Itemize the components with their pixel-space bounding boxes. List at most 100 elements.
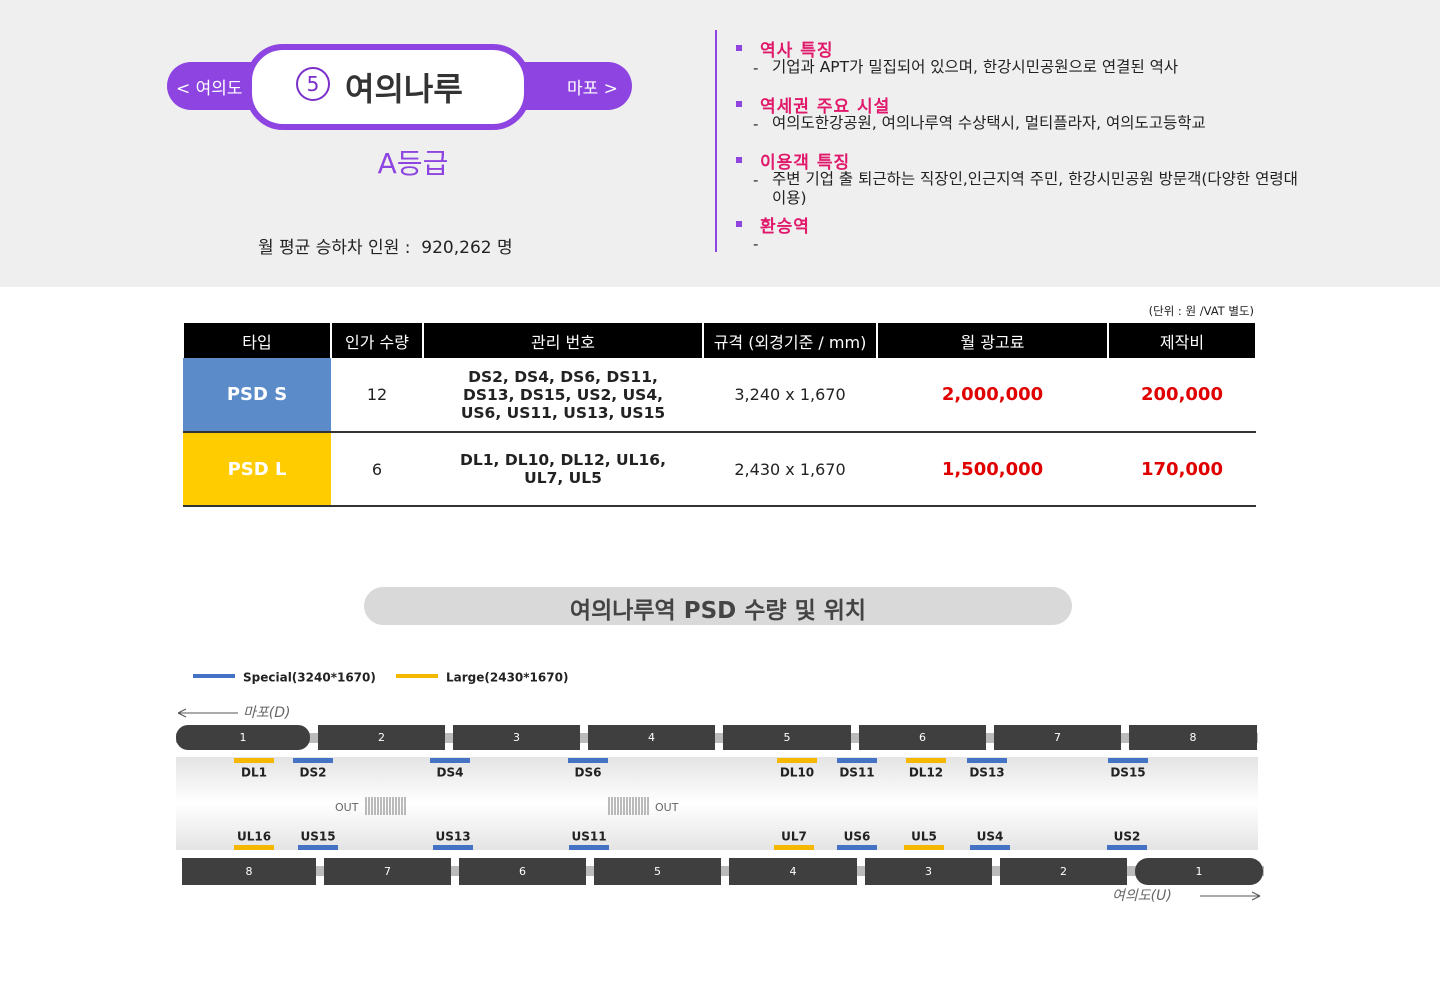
divider [715,30,717,252]
diagram-title-bg [364,587,1072,625]
door-label: US15 [300,830,335,844]
section-title: 역세권 주요 시설 [760,97,891,117]
next-station: 마포 > [567,79,618,99]
car-number: 8 [246,865,253,878]
dash: - [753,171,759,189]
train-car [994,725,1121,750]
direction-label: 여의도(U) [1112,888,1172,904]
header-row: 타입 인가 수량 관리 번호 규격 (외경기준 / mm) 월 광고료 제작비 [182,323,1257,358]
door-bar [774,845,814,850]
train-car [588,725,715,750]
prev-station: < 여의도 [176,79,243,99]
diagram-title: 여의나루역 PSD 수량 및 위치 [569,598,867,624]
door-label: US2 [1114,830,1141,844]
car-number: 6 [519,865,526,878]
dash: - [753,115,759,133]
exit-label: OUT [335,801,359,814]
arrow-head [177,708,187,718]
row: PSD S 12 DS2, DS4, DS6, DS11, DS13, DS15, … [183,358,1256,433]
legend-swatch [396,674,438,678]
cell: 6 [331,432,423,507]
door-bar [568,758,608,763]
car-number: 8 [1190,731,1197,744]
car-number: 7 [1054,731,1061,744]
door-bar [433,845,473,850]
cell: 2,430 x 1,670 [703,432,877,507]
car-number: 2 [1060,865,1067,878]
cell: 2,000,000 [877,358,1108,433]
cell: 1,500,000 [877,432,1108,507]
header-cell: 규격 (외경기준 / mm) [702,323,878,358]
train-car [459,858,586,885]
cell: 3,240 x 1,670 [703,358,877,433]
train-car [859,725,986,750]
train-car [318,725,445,750]
door-bar [837,845,877,850]
door-label: DL10 [780,766,814,780]
train-car [594,858,721,885]
cell: 170,000 [1108,432,1256,507]
header-cell: 제작비 [1107,323,1257,358]
door-label: DS11 [839,766,874,780]
door-bar [569,845,609,850]
door-bar [298,845,338,850]
train-car [176,725,310,750]
cell: 12 [331,358,423,433]
train-car [1000,858,1127,885]
exit-label: OUT [655,801,679,814]
bullet [736,221,742,227]
door-bar [1108,758,1148,763]
train-car [865,858,992,885]
door-bar [904,845,944,850]
door-bar [430,758,470,763]
car-number: 6 [919,731,926,744]
cell: DS2, DS4, DS6, DS11, DS13, DS15, US2, US… [423,358,703,433]
door-label: DS13 [969,766,1004,780]
ridership-value: 920,262 명 [421,238,513,258]
door-label: US4 [977,830,1004,844]
bullet [736,45,742,51]
train-car [453,725,580,750]
ridership: 월 평균 승하차 인원 : 920,262 명 [258,233,513,258]
bullet [736,101,742,107]
bullet [736,157,742,163]
unit-note: (단위 : 원 /VAT 별도) [1148,304,1254,318]
track [182,866,1264,876]
car-number: 7 [384,865,391,878]
door-bar [1107,845,1147,850]
header-cell: 인가 수량 [330,323,424,358]
door-bar [234,845,274,850]
section-title: 역사 특징 [760,41,834,61]
cell: 200,000 [1108,358,1256,433]
door-bar [967,758,1007,763]
door-label: DL12 [909,766,943,780]
legend-label: Special(3240*1670) [243,671,376,685]
door-label: US11 [571,830,606,844]
section-item: 기업과 APT가 밀집되어 있으며, 한강시민공원으로 연결된 역사 [772,58,1179,76]
train-car [1129,725,1257,750]
door-label: UL16 [237,830,271,844]
cell: PSD S [183,358,331,433]
line-number: 5 [296,67,330,101]
door-label: UL7 [781,830,807,844]
car-number: 1 [1196,865,1203,878]
door-label: DS4 [437,766,464,780]
train-car [729,858,857,885]
header-cell: 월 광고료 [876,323,1109,358]
door-label: US6 [844,830,871,844]
platform [176,757,1258,850]
arrow-head [1251,891,1261,901]
row: PSD L 6 DL1, DL10, DL12, UL16, UL7, UL5 2,4… [183,432,1256,507]
train-car [1135,858,1263,885]
door-bar [293,758,333,763]
car-number: 1 [240,731,247,744]
cell: PSD L [183,432,331,507]
door-bar [837,758,877,763]
direction-label: 마포(D) [243,705,290,721]
car-number: 3 [513,731,520,744]
car-number: 3 [925,865,932,878]
car-number: 4 [648,731,655,744]
cell: DL1, DL10, DL12, UL16, UL7, UL5 [423,432,703,507]
